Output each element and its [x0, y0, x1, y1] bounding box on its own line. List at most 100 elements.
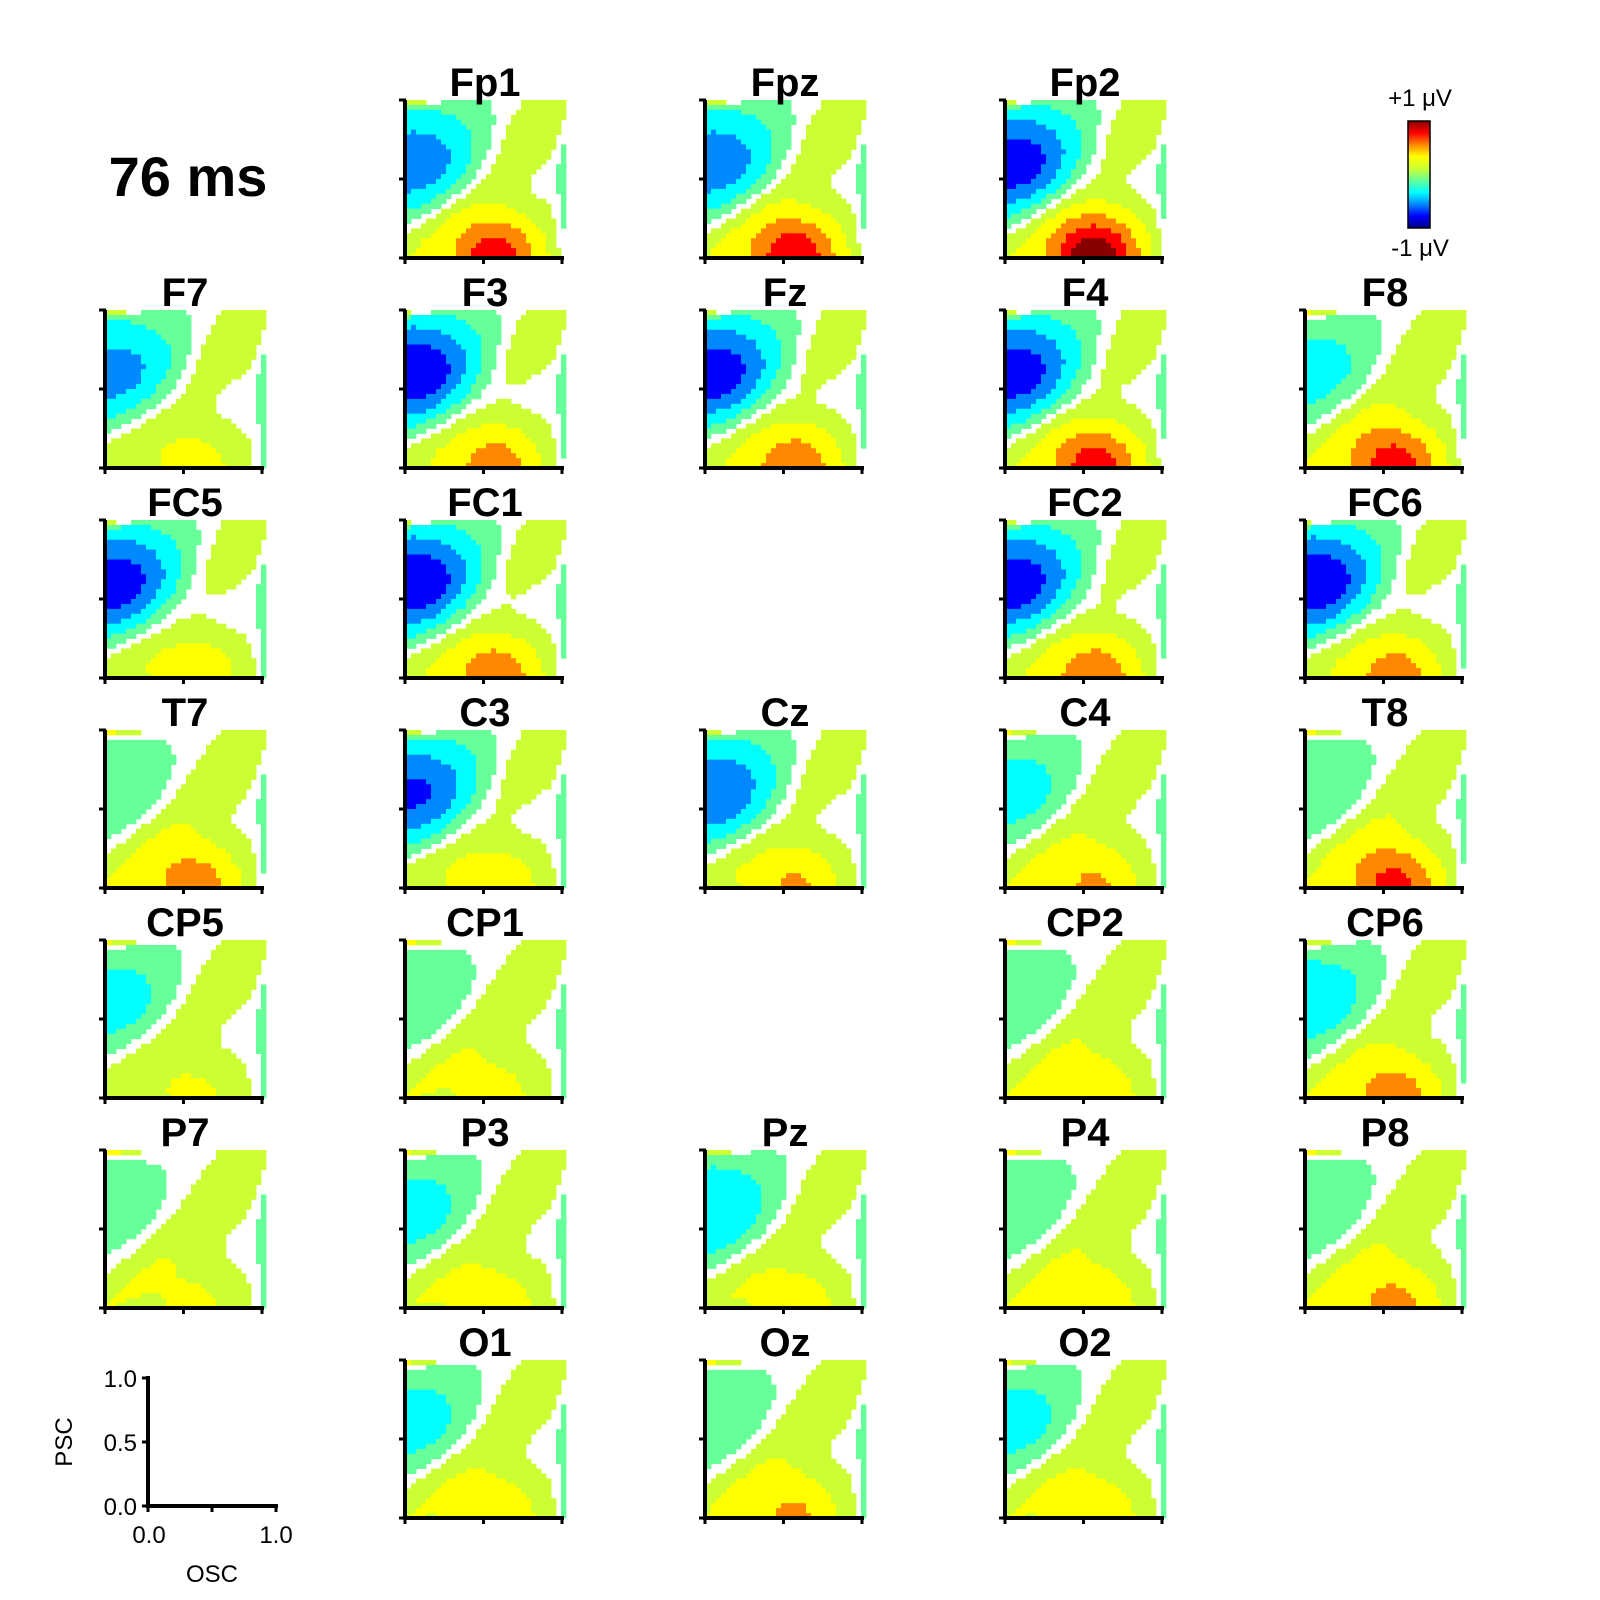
heatmap-cell [241, 443, 246, 448]
heatmap-cell [456, 320, 461, 325]
heatmap-cell [526, 350, 531, 355]
heatmap-cell [426, 204, 431, 209]
heatmap-cell [1161, 159, 1166, 164]
heatmap-cell [481, 458, 486, 463]
heatmap-cell [716, 419, 721, 424]
heatmap-cell [521, 335, 526, 340]
heatmap-cell [1091, 149, 1096, 154]
heatmap-cell [781, 350, 786, 355]
heatmap-cell [861, 223, 866, 228]
heatmap-cell [826, 335, 831, 340]
heatmap-cell [861, 159, 866, 164]
heatmap-cell [736, 233, 741, 238]
heatmap-cell [531, 414, 536, 419]
heatmap-cell [541, 149, 546, 154]
heatmap-cell [1041, 120, 1046, 125]
heatmap-cell [821, 404, 826, 409]
heatmap-cell [1076, 144, 1081, 149]
heatmap-cell [831, 369, 836, 374]
heatmap-cell [411, 443, 416, 448]
heatmap-cell [1126, 140, 1131, 145]
heatmap-cell [756, 135, 761, 140]
heatmap-cell [451, 350, 456, 355]
heatmap-cell [806, 374, 811, 379]
heatmap-cell [451, 135, 456, 140]
heatmap-cell [156, 315, 161, 320]
heatmap-cell [171, 369, 176, 374]
heatmap-cell [1061, 199, 1066, 204]
heatmap-cell [761, 184, 766, 189]
heatmap-cell [1121, 194, 1126, 199]
heatmap-cell [1026, 223, 1031, 228]
heatmap-cell [726, 409, 731, 414]
heatmap-cell [761, 320, 766, 325]
heatmap-cell [781, 404, 786, 409]
heatmap-cell [221, 369, 226, 374]
heatmap-cell [1156, 238, 1161, 243]
heatmap-cell [801, 399, 806, 404]
heatmap-cell [456, 433, 461, 438]
heatmap-cell [476, 209, 481, 214]
heatmap-cell [751, 238, 756, 243]
heatmap-cell [421, 130, 426, 135]
heatmap-cell [161, 424, 166, 429]
heatmap-cell [816, 194, 821, 199]
heatmap-cell [446, 164, 451, 169]
heatmap-cell [811, 140, 816, 145]
heatmap-cell [1041, 110, 1046, 115]
heatmap-cell [206, 374, 211, 379]
heatmap-cell [711, 204, 716, 209]
heatmap-cell [511, 223, 516, 228]
heatmap-cell [841, 310, 846, 315]
heatmap-cell [846, 149, 851, 154]
heatmap-cell [261, 433, 266, 438]
heatmap-cell [491, 335, 496, 340]
heatmap-cell [1046, 154, 1051, 159]
heatmap-cell [756, 204, 761, 209]
heatmap-cell [466, 248, 471, 253]
heatmap-cell [1051, 135, 1056, 140]
heatmap-cell [471, 384, 476, 389]
heatmap-cell [806, 204, 811, 209]
heatmap-cell [491, 320, 496, 325]
heatmap-cell [516, 214, 521, 219]
heatmap-cell [766, 354, 771, 359]
heatmap-cell [841, 359, 846, 364]
heatmap-cell [416, 409, 421, 414]
heatmap-cell [501, 214, 506, 219]
heatmap-cell [746, 140, 751, 145]
heatmap-cell [451, 115, 456, 120]
heatmap-cell [1041, 105, 1046, 110]
heatmap-cell [161, 409, 166, 414]
heatmap-cell [741, 359, 746, 364]
heatmap-cell [801, 219, 806, 224]
heatmap-cell [541, 359, 546, 364]
heatmap-cell [1036, 204, 1041, 209]
heatmap-cell [131, 443, 136, 448]
heatmap-cell [771, 154, 776, 159]
heatmap-cell [736, 179, 741, 184]
heatmap-cell [131, 453, 136, 458]
heatmap-cell [416, 335, 421, 340]
heatmap-cell [826, 345, 831, 350]
heatmap-cell [1051, 243, 1056, 248]
heatmap-cell [521, 458, 526, 463]
heatmap-cell [786, 424, 791, 429]
heatmap-cell [841, 219, 846, 224]
heatmap-cell [761, 174, 766, 179]
heatmap-cell [551, 223, 556, 228]
heatmap-cell [751, 310, 756, 315]
heatmap-cell [456, 340, 461, 345]
heatmap-cell [776, 419, 781, 424]
heatmap-cell [1016, 154, 1021, 159]
heatmap-cell [171, 364, 176, 369]
heatmap-cell [1131, 110, 1136, 115]
heatmap-cell [456, 130, 461, 135]
heatmap-cell [421, 135, 426, 140]
heatmap-cell [466, 429, 471, 434]
heatmap-cell [741, 394, 746, 399]
heatmap-cell [496, 223, 501, 228]
heatmap-cell [726, 414, 731, 419]
heatmap-cell [506, 379, 511, 384]
heatmap-cell [751, 189, 756, 194]
